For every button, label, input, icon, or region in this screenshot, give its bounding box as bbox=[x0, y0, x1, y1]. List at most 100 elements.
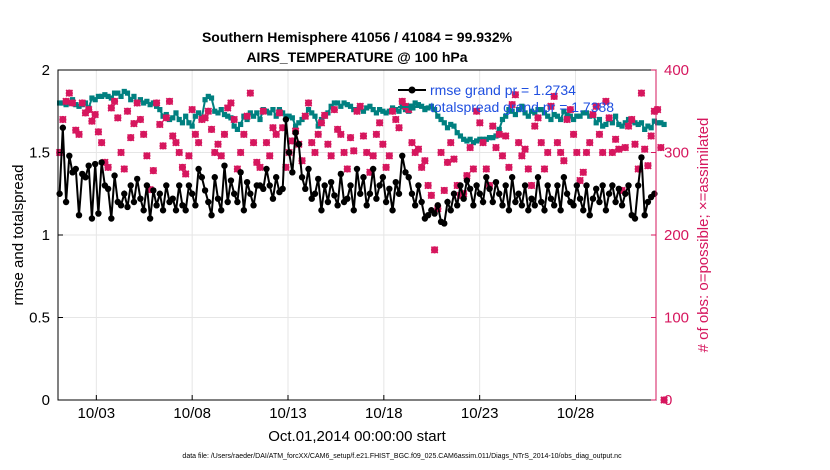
obs-assimilated-point bbox=[217, 152, 226, 160]
spread-point bbox=[234, 126, 240, 132]
rmse-point bbox=[402, 169, 409, 176]
obs-assimilated-point bbox=[181, 170, 190, 178]
obs-x-stroke bbox=[262, 138, 271, 147]
rmse-point bbox=[386, 185, 393, 192]
rmse-point bbox=[615, 185, 623, 192]
spread-point bbox=[128, 97, 134, 103]
spread-point bbox=[509, 108, 515, 114]
rmse-point bbox=[357, 190, 364, 197]
spread-point bbox=[208, 95, 215, 101]
x-tick-label: 10/18 bbox=[365, 405, 403, 422]
obs-x-stroke bbox=[139, 130, 148, 139]
obs-x-stroke bbox=[446, 138, 455, 147]
spread-point bbox=[367, 103, 373, 109]
obs-assimilated-point bbox=[159, 142, 167, 150]
rmse-point bbox=[460, 195, 467, 202]
spread-point bbox=[176, 116, 182, 123]
spread-point bbox=[538, 107, 544, 113]
obs-x-stroke bbox=[563, 115, 571, 124]
spread-point bbox=[157, 107, 163, 113]
spread-point bbox=[124, 90, 131, 96]
obs-x-stroke bbox=[540, 165, 549, 173]
rmse-point bbox=[638, 154, 645, 161]
spread-point bbox=[360, 108, 367, 114]
spread-point bbox=[296, 120, 302, 126]
obs-x-stroke bbox=[492, 143, 500, 152]
obs-assimilated-point bbox=[136, 115, 145, 124]
legend-marker-spread bbox=[408, 103, 416, 111]
rmse-point bbox=[496, 190, 503, 197]
obs-assimilated-point bbox=[417, 163, 426, 172]
rmse-point bbox=[218, 207, 225, 214]
rmse-point bbox=[457, 182, 464, 189]
obs-assimilated-point bbox=[569, 130, 578, 139]
spread-point bbox=[612, 113, 619, 119]
spread-point bbox=[121, 88, 127, 95]
obs-x-stroke bbox=[556, 148, 565, 157]
spread-point bbox=[179, 120, 186, 126]
obs-x-stroke bbox=[417, 163, 426, 172]
obs-x-stroke bbox=[508, 100, 516, 109]
rmse-point bbox=[205, 198, 212, 206]
obs-assimilated-point bbox=[598, 148, 607, 157]
spread-point bbox=[99, 93, 105, 99]
obs-x-stroke bbox=[382, 163, 390, 172]
obs-assimilated-point bbox=[201, 114, 209, 122]
obs-x-stroke bbox=[330, 105, 339, 114]
spread-point bbox=[111, 90, 118, 96]
rmse-point bbox=[169, 195, 176, 202]
obs-assimilated-point bbox=[595, 130, 604, 139]
obs-x-stroke bbox=[518, 152, 526, 160]
obs-assimilated-point bbox=[479, 138, 487, 147]
obs-x-stroke bbox=[553, 138, 562, 147]
obs-x-stroke bbox=[78, 99, 87, 107]
obs-x-stroke bbox=[130, 119, 138, 128]
obs-x-stroke bbox=[521, 145, 529, 153]
obs-assimilated-point bbox=[172, 138, 180, 147]
spread-point bbox=[250, 113, 257, 119]
spread-point bbox=[632, 120, 638, 126]
obs-assimilated-point bbox=[188, 105, 196, 114]
obs-assimilated-point bbox=[204, 107, 213, 116]
rmse-point bbox=[415, 182, 422, 189]
obs-assimilated-point bbox=[615, 145, 623, 153]
rmse-point bbox=[315, 175, 322, 183]
obs-x-stroke bbox=[653, 105, 662, 114]
rmse-point bbox=[470, 202, 477, 209]
obs-assimilated-point bbox=[88, 117, 96, 125]
y-tick-label-right: 200 bbox=[664, 227, 689, 244]
y-tick-label-right: 0 bbox=[664, 392, 672, 409]
obs-x-stroke bbox=[84, 105, 93, 114]
obs-x-stroke bbox=[123, 107, 132, 116]
obs-x-stroke bbox=[207, 125, 216, 134]
obs-assimilated-point bbox=[566, 105, 575, 114]
obs-assimilated-point bbox=[540, 165, 549, 173]
spread-point bbox=[519, 103, 525, 109]
obs-assimilated-point bbox=[414, 145, 423, 153]
rmse-point bbox=[95, 210, 102, 217]
rmse-point bbox=[454, 202, 461, 209]
obs-x-stroke bbox=[388, 107, 397, 116]
spread-point bbox=[225, 113, 231, 119]
obs-x-stroke bbox=[615, 145, 623, 153]
rmse-point bbox=[211, 174, 218, 181]
rmse-point bbox=[153, 202, 160, 209]
rmse-point bbox=[282, 116, 290, 123]
obs-x-stroke bbox=[657, 143, 665, 152]
spread-point bbox=[370, 107, 376, 113]
obs-x-stroke bbox=[598, 148, 607, 157]
obs-assimilated-point bbox=[337, 130, 345, 139]
rmse-point bbox=[450, 190, 458, 197]
y-tick-label-right: 100 bbox=[664, 310, 689, 327]
obs-x-stroke bbox=[259, 107, 268, 116]
obs-x-stroke bbox=[488, 122, 497, 130]
obs-assimilated-point bbox=[265, 152, 274, 160]
spread-point bbox=[160, 113, 166, 119]
rmse-point bbox=[463, 177, 471, 184]
rmse-point bbox=[234, 198, 241, 206]
obs-assimilated-point bbox=[230, 115, 238, 124]
spread-point bbox=[373, 110, 379, 116]
rmse-point bbox=[395, 190, 403, 197]
rmse-point bbox=[483, 174, 490, 181]
spread-point bbox=[642, 126, 648, 132]
